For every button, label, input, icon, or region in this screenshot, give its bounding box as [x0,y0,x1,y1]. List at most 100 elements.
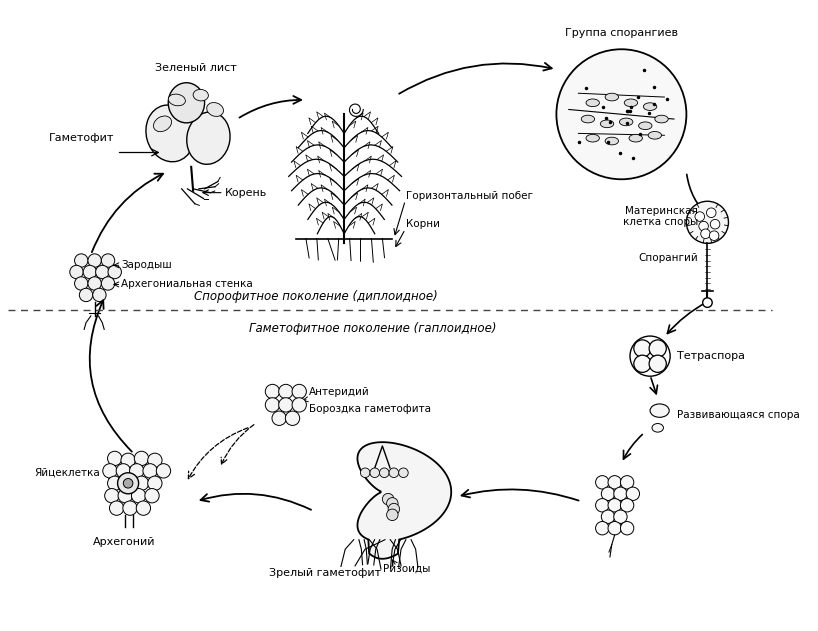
Ellipse shape [586,134,600,142]
Circle shape [389,468,398,478]
Text: Антеридий: Антеридий [308,387,370,396]
Circle shape [92,288,106,302]
Circle shape [88,254,101,267]
Ellipse shape [605,93,618,101]
Circle shape [272,411,286,425]
Circle shape [709,231,719,240]
Circle shape [74,254,88,267]
Circle shape [101,277,115,290]
Circle shape [124,478,133,488]
Circle shape [686,201,729,244]
Circle shape [134,451,149,466]
Circle shape [129,464,144,478]
Circle shape [121,476,135,490]
Ellipse shape [648,131,662,139]
Ellipse shape [207,103,223,117]
Circle shape [608,521,622,535]
Circle shape [703,298,712,307]
Circle shape [88,277,101,290]
Circle shape [292,398,307,412]
Text: Архегониальная стенка: Архегониальная стенка [121,280,253,290]
Circle shape [101,254,115,267]
Circle shape [132,488,146,503]
Circle shape [107,451,122,466]
Circle shape [110,501,124,516]
Circle shape [701,229,710,239]
Circle shape [382,493,393,505]
Circle shape [695,212,704,221]
Circle shape [601,510,614,524]
Circle shape [108,265,121,279]
Ellipse shape [639,122,652,129]
Circle shape [596,498,609,512]
Ellipse shape [655,115,668,123]
Ellipse shape [154,116,172,132]
Circle shape [626,487,640,500]
Text: Архегоний: Архегоний [93,537,155,547]
Circle shape [608,476,622,489]
Circle shape [361,468,370,478]
Text: Зеленый лист: Зеленый лист [155,63,237,73]
Text: Спорангий: Спорангий [638,252,698,262]
Text: Гаметофитное поколение (гаплоидное): Гаметофитное поколение (гаплоидное) [249,322,497,334]
Circle shape [649,355,667,372]
Circle shape [265,384,280,399]
Circle shape [285,411,299,425]
Circle shape [116,464,131,478]
Circle shape [118,473,138,494]
Ellipse shape [652,423,663,432]
Text: Материнская
клетка споры: Материнская клетка споры [622,206,698,227]
Circle shape [145,488,160,503]
Circle shape [370,468,380,478]
Text: Корень: Корень [225,187,267,198]
Circle shape [143,464,157,478]
Circle shape [387,509,398,521]
Circle shape [620,498,634,512]
Circle shape [279,398,293,412]
Text: Зрелый гаметофит: Зрелый гаметофит [269,569,381,579]
Circle shape [70,265,83,279]
Circle shape [620,476,634,489]
Text: Яйцеклетка: Яйцеклетка [34,468,101,478]
Ellipse shape [650,404,669,417]
Circle shape [265,398,280,412]
Circle shape [699,221,708,231]
Circle shape [103,464,117,478]
Circle shape [380,468,389,478]
Ellipse shape [193,90,209,101]
Circle shape [620,521,634,535]
Text: Ризоиды: Ризоиды [383,563,430,574]
Circle shape [83,265,97,279]
Ellipse shape [629,134,642,142]
Circle shape [107,476,122,490]
Circle shape [388,504,400,515]
Circle shape [710,220,720,229]
Ellipse shape [187,112,230,164]
Circle shape [105,488,119,503]
Text: Бороздка гаметофита: Бороздка гаметофита [308,404,431,414]
Text: Корни: Корни [407,219,440,229]
Ellipse shape [624,99,638,107]
Ellipse shape [605,137,618,145]
Text: Зародыш: Зародыш [121,261,172,270]
Circle shape [96,265,109,279]
Circle shape [596,521,609,535]
Circle shape [118,488,133,503]
Circle shape [74,277,88,290]
Circle shape [601,487,614,500]
Circle shape [614,487,627,500]
Polygon shape [357,442,452,559]
Circle shape [148,453,162,468]
Circle shape [608,498,622,512]
Circle shape [134,476,149,490]
Ellipse shape [146,105,195,162]
Circle shape [148,476,162,490]
Text: Горизонтальный побег: Горизонтальный побег [407,191,533,201]
Circle shape [707,208,716,218]
Circle shape [279,384,293,399]
Circle shape [292,384,307,399]
Circle shape [156,464,171,478]
Circle shape [556,49,686,179]
Ellipse shape [600,120,614,127]
Text: Спорофитное поколение (диплоидное): Спорофитное поколение (диплоидное) [194,290,438,303]
